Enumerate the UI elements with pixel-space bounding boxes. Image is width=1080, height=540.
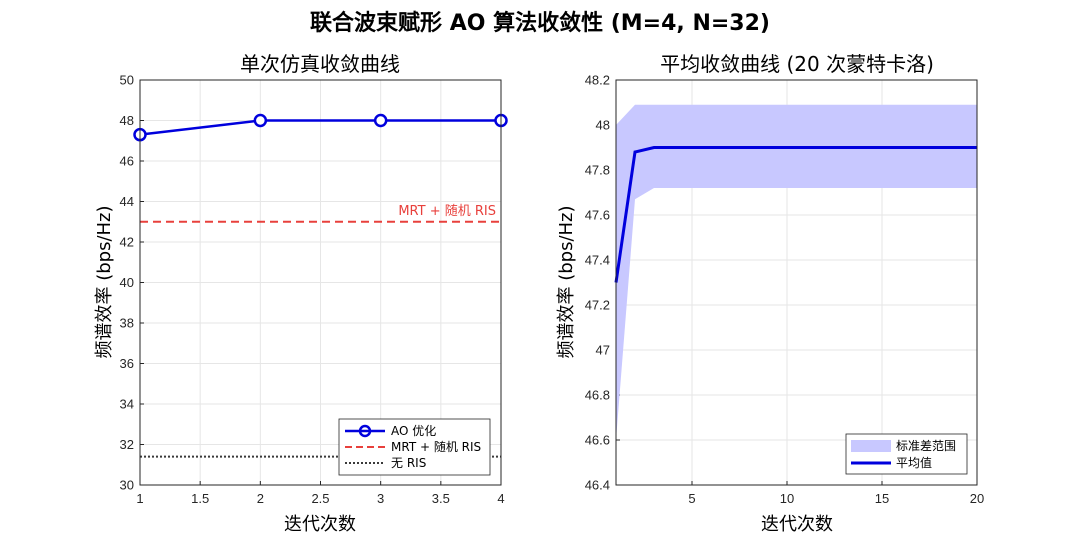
- right-plot-frame: [615, 79, 978, 486]
- left-legend-box: [338, 418, 491, 476]
- legend-ao-label: AO 优化: [391, 424, 436, 438]
- right-y-tick-label: 48.2: [585, 73, 610, 88]
- left-y-tick-label: 34: [120, 397, 134, 412]
- left-y-tick-label: 30: [120, 478, 134, 493]
- left-x-tick-label: 2: [257, 491, 264, 506]
- right-y-tick-label: 47.4: [585, 253, 610, 268]
- right-y-ticks: 46.4 46.6 46.8 47 47.2 47.4 47.6 47.8 48 48.2: [585, 73, 620, 493]
- left-y-axis-label: 频谱效率 (bps/Hz): [94, 205, 115, 358]
- left-y-tick-label: 50: [120, 73, 134, 88]
- left-x-tick-label: 1: [136, 491, 143, 506]
- left-y-tick-label: 42: [120, 235, 134, 250]
- left-y-tick-label: 36: [120, 356, 134, 371]
- right-y-tick-label: 46.6: [585, 433, 610, 448]
- legend-std-label: 标准差范围: [896, 439, 956, 453]
- legend-ao-marker: [358, 424, 372, 438]
- left-x-tick-label: 3: [377, 491, 384, 506]
- left-y-tick-label: 46: [120, 154, 134, 169]
- legend-mrt-label: MRT + 随机 RIS: [391, 439, 481, 454]
- figure-suptitle: 联合波束赋形 AO 算法收敛性 (M=4, N=32): [310, 10, 770, 36]
- left-y-tick-label: 48: [120, 113, 134, 128]
- std-dev-band: [616, 104, 977, 440]
- legend-std-swatch: [851, 440, 891, 452]
- right-x-tick-label: 10: [780, 491, 794, 506]
- right-chart-title: 平均收敛曲线 (20 次蒙特卡洛): [660, 52, 934, 76]
- left-x-ticks: 1 1.5 2 2.5 3 3.5 4: [136, 481, 505, 506]
- right-y-tick-label: 47.8: [585, 163, 610, 178]
- left-annotation: MRT + 随机 RIS: [398, 204, 496, 219]
- ao-optimization-line: [139, 119, 501, 136]
- left-x-axis-label: 迭代次数: [284, 514, 356, 535]
- left-y-ticks: 30 32 34 36 38 40 42 44 46 48 50: [120, 73, 144, 493]
- right-x-tick-label: 5: [688, 491, 695, 506]
- mean-line: [614, 146, 977, 283]
- right-x-tick-label: 15: [875, 491, 889, 506]
- left-legend: AO 优化 MRT + 随机 RIS 无 RIS: [338, 418, 491, 476]
- left-y-tick-label: 38: [120, 316, 134, 331]
- right-chart: 平均收敛曲线 (20 次蒙特卡洛) 46.4 46.6 46.8 47 47.2 47.4…: [556, 52, 984, 535]
- right-series: [614, 104, 977, 440]
- right-legend: 标准差范围 平均值: [845, 433, 968, 475]
- right-x-axis-label: 迭代次数: [761, 514, 833, 535]
- left-x-tick-label: 1.5: [191, 491, 209, 506]
- right-x-tick-label: 20: [970, 491, 984, 506]
- left-x-tick-label: 4: [497, 491, 504, 506]
- ao-data-point: [373, 113, 388, 128]
- left-y-tick-label: 40: [120, 275, 134, 290]
- right-y-tick-label: 47.2: [585, 298, 610, 313]
- right-y-tick-label: 47: [596, 343, 610, 358]
- left-y-tick-label: 44: [120, 194, 134, 209]
- left-plot-frame: [139, 79, 502, 486]
- left-y-tick-label: 32: [120, 437, 134, 452]
- legend-noris-label: 无 RIS: [391, 456, 426, 470]
- left-x-tick-label: 3.5: [432, 491, 450, 506]
- right-y-tick-label: 46.4: [585, 478, 610, 493]
- left-chart-title: 单次仿真收敛曲线: [240, 52, 400, 76]
- right-y-axis-label: 频谱效率 (bps/Hz): [556, 205, 577, 358]
- right-y-tick-label: 46.8: [585, 388, 610, 403]
- right-y-tick-label: 47.6: [585, 208, 610, 223]
- left-x-tick-label: 2.5: [311, 491, 329, 506]
- right-y-tick-label: 48: [596, 118, 610, 133]
- ao-data-point: [253, 113, 268, 128]
- right-x-ticks: 5 10 15 20: [688, 481, 984, 506]
- legend-mean-label: 平均值: [896, 455, 932, 470]
